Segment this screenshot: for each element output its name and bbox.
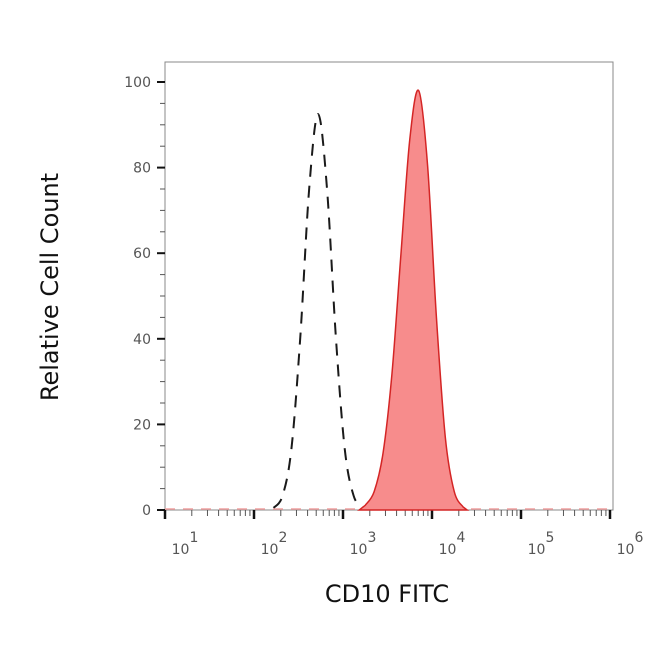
tick-base: 10	[528, 542, 546, 558]
tick-exponent: 5	[545, 530, 554, 546]
tick-base: 10	[172, 542, 190, 558]
y-tick-label: 100	[124, 75, 151, 91]
control-histogram-line	[272, 113, 364, 509]
tick-exponent: 6	[634, 530, 643, 546]
y-tick-label: 0	[142, 503, 151, 519]
tick-base: 10	[261, 542, 279, 558]
y-tick-label: 80	[133, 161, 151, 177]
series-layer	[165, 89, 613, 511]
y-tick-label: 40	[133, 332, 151, 348]
tick-base: 10	[439, 542, 457, 558]
x-tick-label: 106	[617, 530, 644, 558]
tick-base: 10	[350, 542, 368, 558]
y-tick-label: 60	[133, 246, 151, 262]
x-tick-label: 102	[261, 530, 288, 558]
x-tick-label: 104	[439, 530, 466, 558]
y-axis-label: Relative Cell Count	[36, 173, 64, 401]
tick-exponent: 2	[278, 530, 287, 546]
tick-exponent: 3	[367, 530, 376, 546]
x-tick-label: 105	[528, 530, 555, 558]
x-tick-label: 101	[172, 530, 199, 558]
y-axis: 0 20 40 60 80 100	[124, 75, 165, 519]
x-axis-label: CD10 FITC	[325, 580, 449, 608]
sample-histogram-area	[357, 89, 470, 511]
tick-exponent: 1	[189, 530, 198, 546]
tick-base: 10	[617, 542, 635, 558]
tick-exponent: 4	[456, 530, 465, 546]
x-tick-label: 103	[350, 530, 377, 558]
y-tick-label: 20	[133, 417, 151, 433]
